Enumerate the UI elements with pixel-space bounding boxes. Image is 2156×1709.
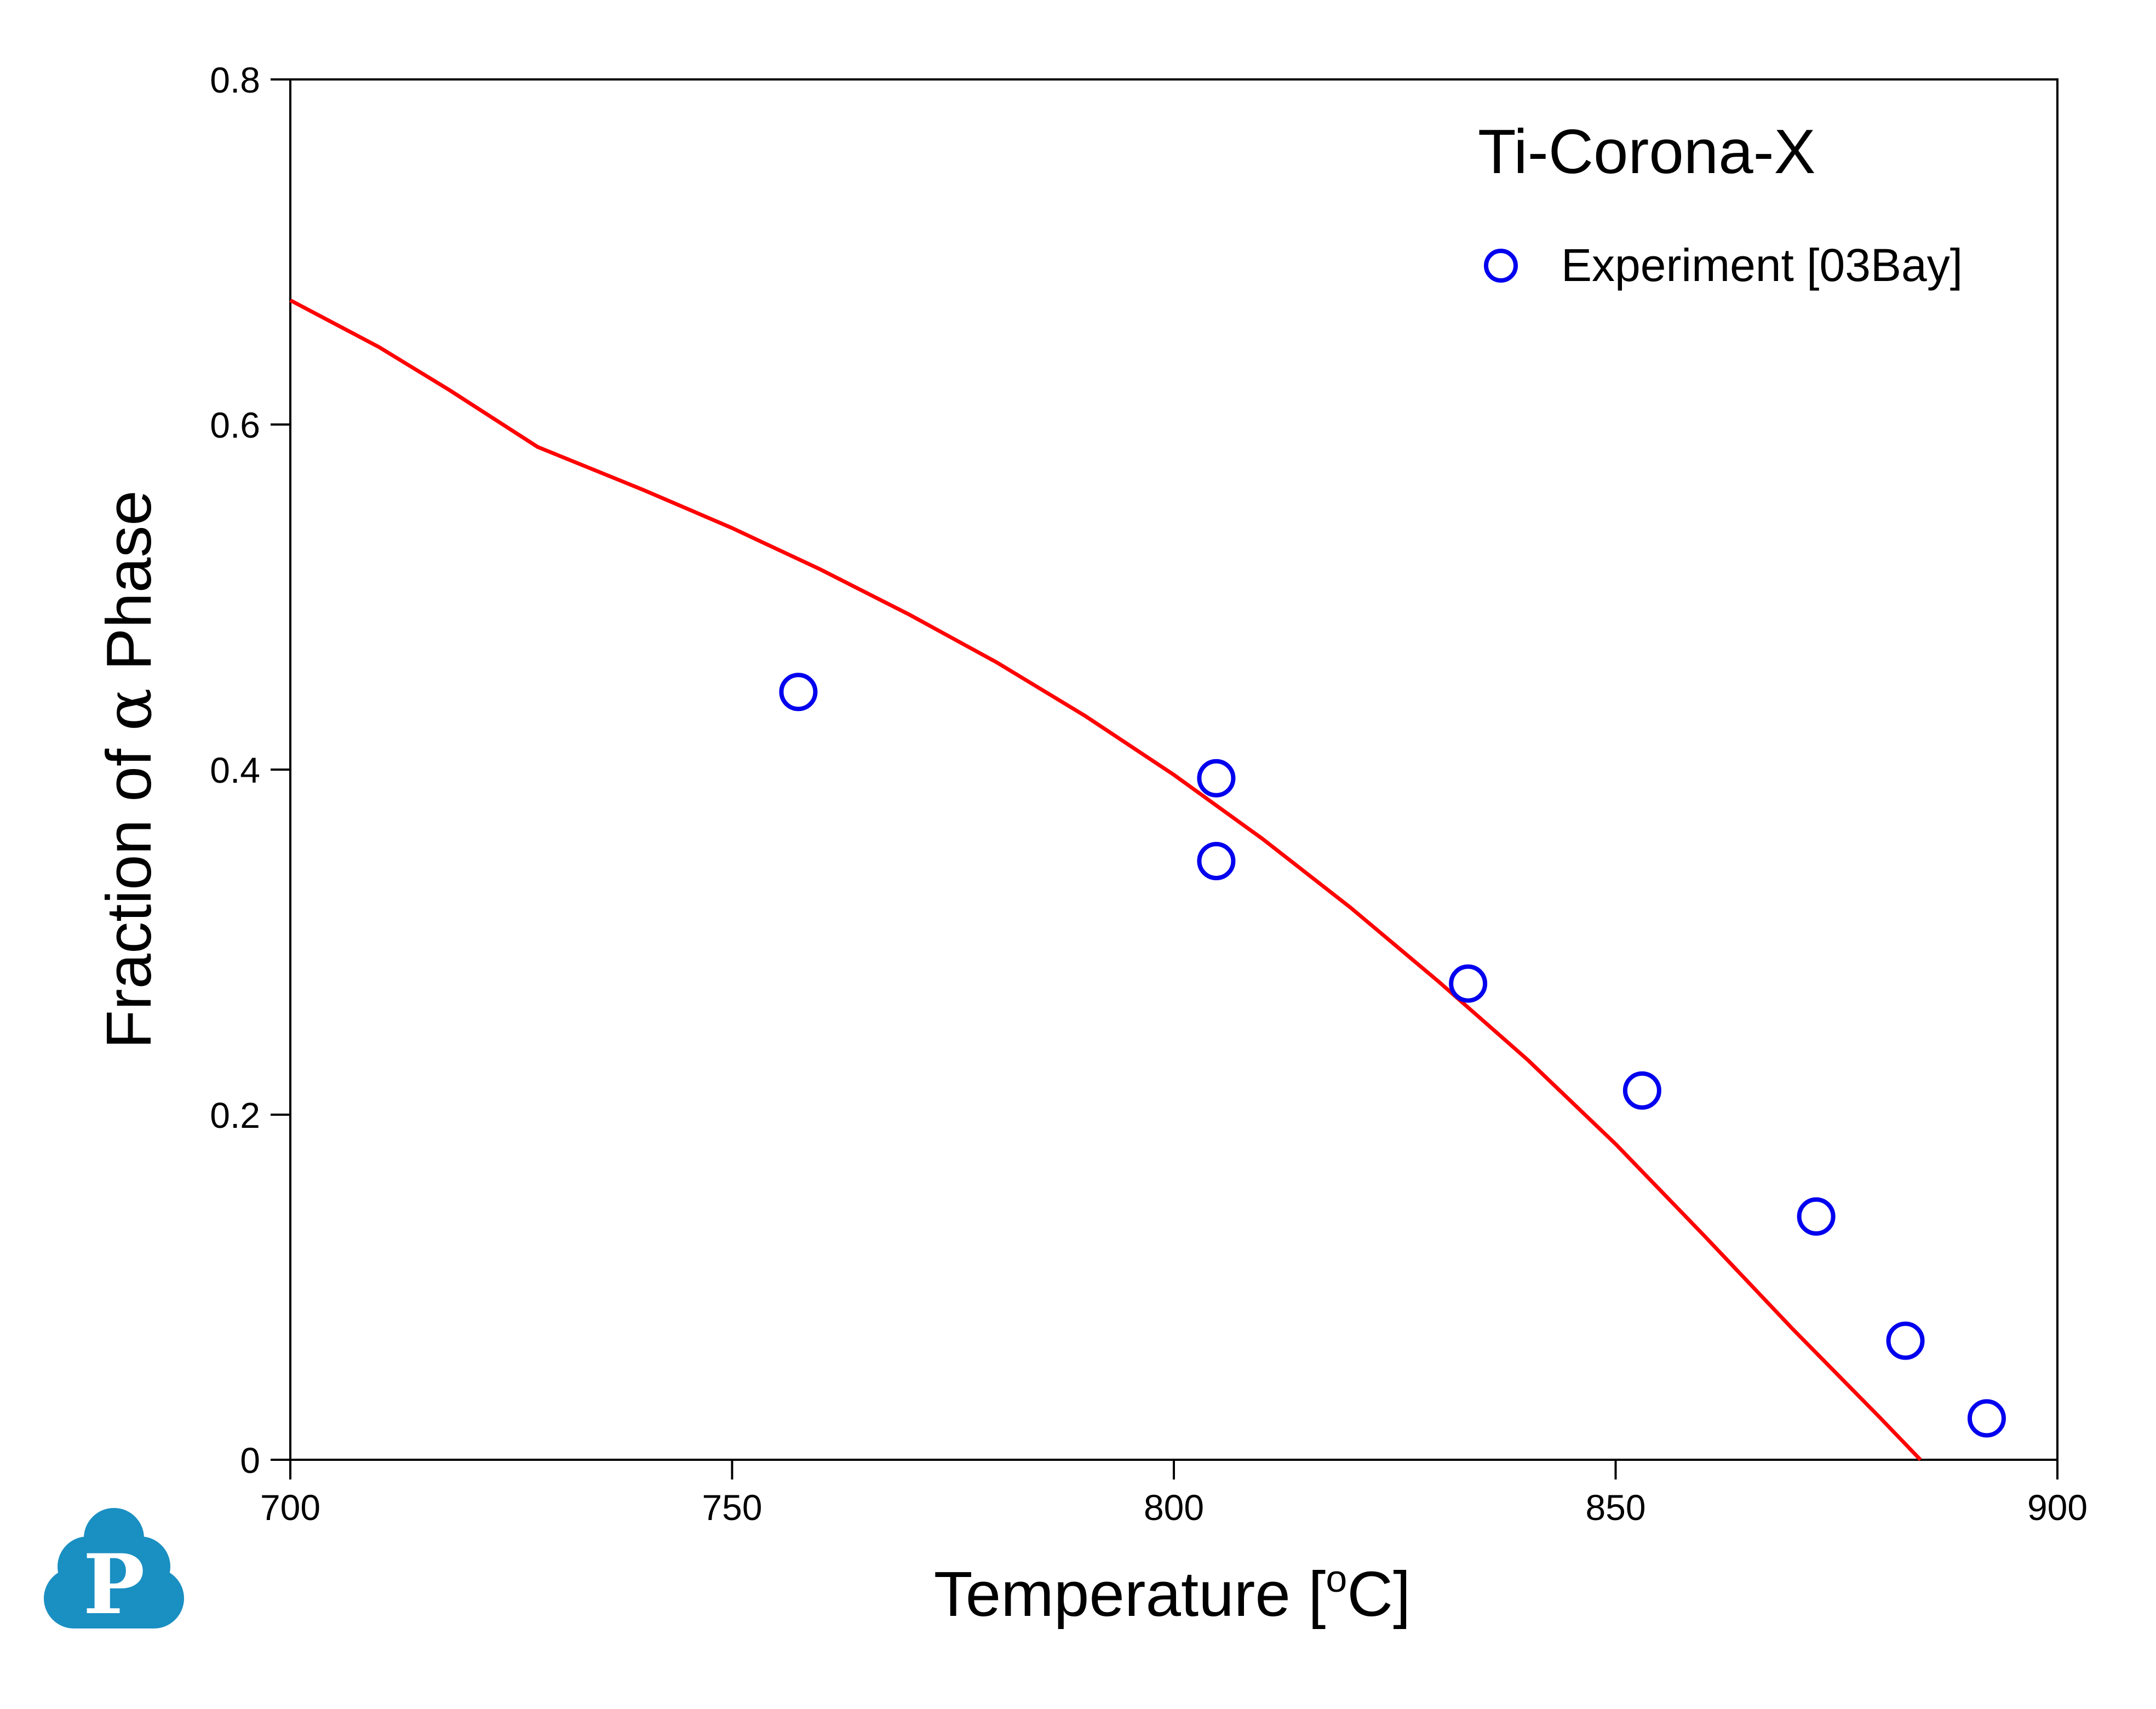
y-axis-title: Fraction of α Phase [92, 490, 166, 1049]
x-axis-title: Temperature [oC] [934, 1557, 1411, 1630]
x-tick-label: 700 [260, 1487, 320, 1528]
legend-label: Experiment [03Bay] [1561, 239, 1963, 291]
logo-letter: P [83, 1536, 145, 1633]
experiment-point [1449, 964, 1488, 1003]
x-tick-label: 800 [1144, 1487, 1204, 1528]
y-tick-label: 0.6 [210, 405, 260, 445]
experiment-point [1967, 1399, 2006, 1438]
company-logo: P [44, 1508, 184, 1633]
y-tick-label: 0.8 [210, 60, 260, 100]
x-axis-title-superscript: o [1326, 1557, 1347, 1600]
y-tick-label: 0.2 [210, 1095, 260, 1135]
experiment-point [779, 673, 818, 712]
legend-marker [1484, 249, 1518, 283]
experiment-point [1622, 1071, 1661, 1110]
y-axis-ticks: 0 0.2 0.4 0.6 0.8 [210, 60, 290, 1481]
experiment-markers [779, 673, 2006, 1438]
logo-shape [74, 1561, 154, 1628]
series-lines [289, 299, 1922, 1461]
alpha-symbol: α [92, 688, 166, 731]
x-tick-label: 750 [702, 1487, 762, 1528]
x-tick-label: 900 [2027, 1487, 2088, 1528]
experiment-point [1197, 841, 1236, 880]
legend-title: Ti-Corona-X [1478, 117, 1816, 187]
y-tick-label: 0.4 [210, 750, 260, 790]
x-axis-ticks: 700 750 800 850 900 [260, 1460, 2088, 1528]
x-tick-label: 850 [1585, 1487, 1645, 1528]
y-tick-label: 0 [240, 1440, 260, 1481]
experiment-point [1797, 1197, 1836, 1236]
experiment-point [1886, 1321, 1925, 1360]
calculated-curve [289, 299, 1922, 1461]
experiment-point [1197, 759, 1236, 798]
